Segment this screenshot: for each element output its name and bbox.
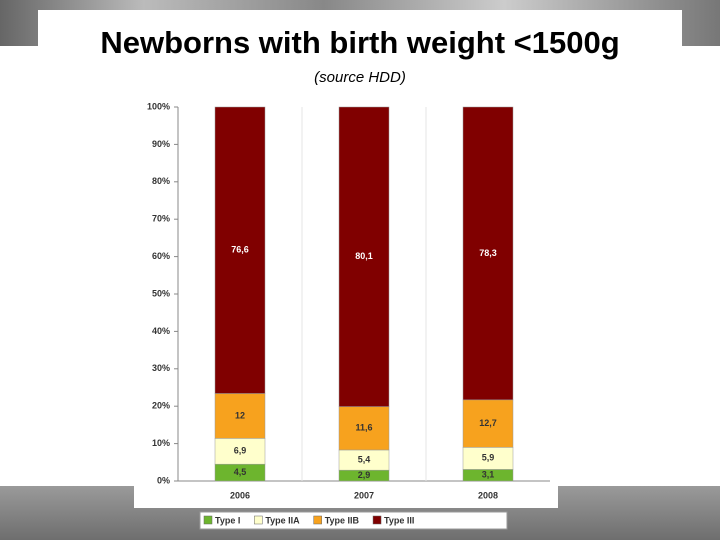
bar-segment	[214, 438, 266, 465]
y-tick-label: 20%	[152, 401, 170, 411]
y-tick-label: 70%	[152, 214, 170, 224]
title-box	[38, 10, 682, 100]
x-tick-label: 2006	[230, 490, 250, 500]
legend-swatch	[313, 515, 322, 525]
chart-title: Newborns with birth weight <1500g	[100, 25, 619, 60]
data-label: 6,9	[234, 446, 247, 456]
data-label: 80,1	[355, 251, 373, 261]
data-label: 2,9	[358, 470, 371, 480]
y-tick-label: 80%	[152, 176, 170, 186]
data-label: 4,5	[234, 467, 247, 477]
y-tick-label: 10%	[152, 438, 170, 448]
bar-segment	[462, 106, 514, 401]
y-tick-label: 30%	[152, 363, 170, 373]
legend-label: Type I	[215, 515, 240, 525]
data-label: 11,6	[355, 423, 372, 433]
legend-label: Type III	[384, 515, 414, 525]
bar-segment	[338, 406, 390, 451]
bar-segment	[338, 106, 390, 407]
y-tick-label: 40%	[152, 326, 170, 336]
legend-swatch	[372, 515, 382, 525]
legend-swatch	[254, 515, 263, 525]
data-label: 5,4	[358, 454, 371, 464]
data-label: 5,9	[482, 453, 495, 463]
x-tick-label: 2008	[478, 490, 498, 500]
data-label: 3,1	[482, 470, 495, 480]
bar-segment	[214, 106, 266, 394]
data-label: 12	[235, 410, 245, 420]
bar-segment	[214, 393, 266, 439]
bar-segment	[462, 399, 514, 448]
y-tick-label: 100%	[147, 101, 170, 111]
x-tick-label: 2007	[354, 490, 374, 500]
legend-label: Type IIB	[325, 515, 360, 525]
legend-swatch	[203, 515, 213, 525]
y-tick-label: 90%	[152, 139, 170, 149]
y-tick-label: 60%	[152, 251, 170, 261]
legend-label: Type IIA	[265, 515, 300, 525]
legend-box	[199, 511, 508, 530]
chart-subtitle: (source HDD)	[314, 69, 406, 86]
data-label: 12,7	[479, 418, 497, 428]
data-label: 78,3	[479, 248, 497, 258]
y-tick-label: 50%	[152, 288, 170, 298]
data-label: 76,6	[231, 245, 249, 255]
y-tick-label: 0%	[157, 475, 170, 485]
